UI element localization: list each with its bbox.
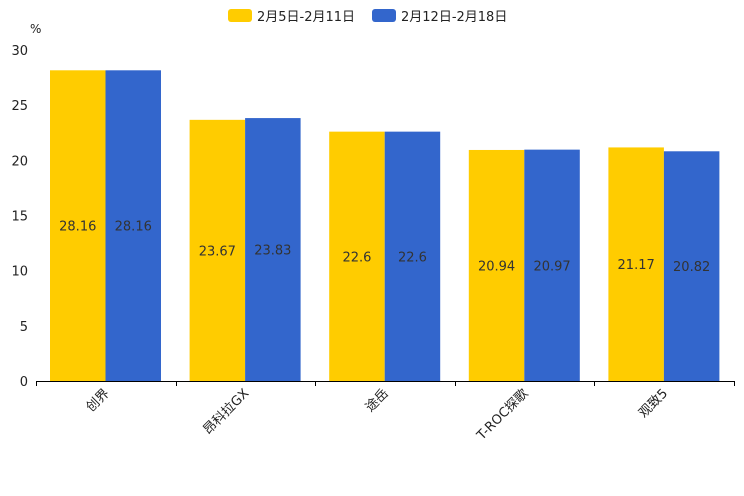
y-tick-label: 10 — [11, 265, 28, 280]
bar — [663, 151, 720, 381]
y-axis-unit: % — [30, 22, 41, 36]
data-label: 20.94 — [478, 259, 515, 274]
y-tick-label: 5 — [20, 320, 28, 335]
y-tick-label: 0 — [20, 375, 28, 390]
legend-label: 2月5日-2月11日 — [257, 10, 355, 25]
data-label: 23.83 — [254, 244, 291, 259]
legend-swatch — [372, 9, 396, 22]
data-label: 22.6 — [342, 250, 371, 265]
data-label: 28.16 — [115, 220, 152, 235]
bar — [384, 131, 441, 381]
x-tick-label: 创界 — [84, 386, 113, 415]
bar — [105, 70, 161, 381]
bar — [245, 118, 301, 381]
bar — [329, 131, 385, 381]
legend-label: 2月12日-2月18日 — [401, 10, 507, 25]
x-tick-label: 观致5 — [636, 386, 671, 421]
y-tick-label: 25 — [11, 99, 28, 114]
x-tick-label: 途岳 — [362, 386, 392, 416]
data-label: 22.6 — [398, 250, 427, 265]
x-tick-label: 昂科拉GX — [201, 386, 253, 438]
bar — [468, 149, 525, 381]
bar — [189, 119, 246, 381]
data-label: 20.82 — [673, 260, 710, 275]
bar — [608, 147, 664, 381]
bar — [50, 70, 106, 381]
data-label: 23.67 — [199, 244, 236, 259]
bar — [524, 149, 580, 381]
data-label: 20.97 — [533, 259, 570, 274]
legend-swatch — [228, 9, 252, 22]
data-label: 21.17 — [618, 258, 655, 273]
y-tick-label: 20 — [11, 154, 28, 169]
data-label: 28.16 — [59, 220, 96, 235]
y-tick-label: 15 — [11, 210, 28, 225]
x-tick-label: T-ROC探歌 — [474, 386, 532, 444]
y-tick-label: 30 — [11, 44, 28, 59]
